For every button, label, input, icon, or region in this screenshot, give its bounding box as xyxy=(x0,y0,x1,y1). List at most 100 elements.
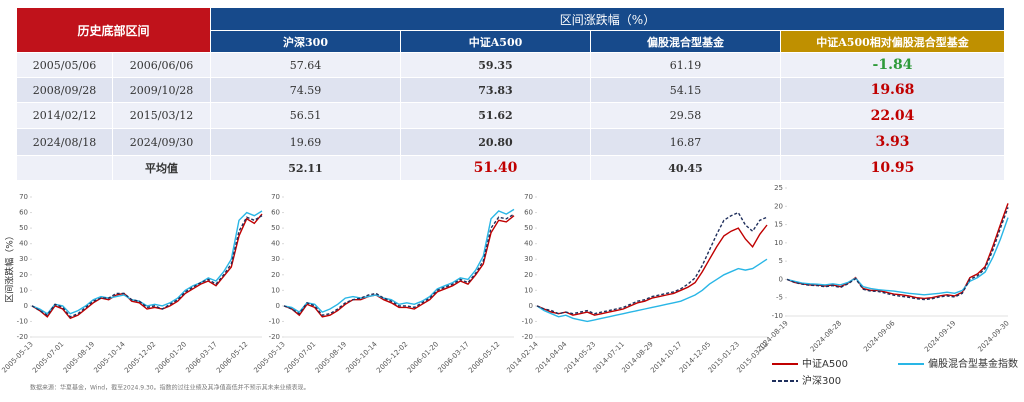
y-tick-label: -10 xyxy=(772,312,783,320)
line-series xyxy=(31,215,263,318)
x-tick-label: 2006-05-12 xyxy=(467,340,501,374)
y-tick-label: -10 xyxy=(17,317,28,325)
y-tick-label: 50 xyxy=(524,224,533,232)
line-series xyxy=(786,217,1009,296)
average-cell: 51.40 xyxy=(400,155,591,181)
y-tick-label: 25 xyxy=(774,184,783,192)
table-row: 历史底部区间 区间涨跌幅（%） xyxy=(16,7,1005,53)
y-tick-label: -5 xyxy=(776,294,783,302)
x-tick-label: 2006-03-17 xyxy=(184,340,218,374)
column-header: 偏股混合型基金 xyxy=(590,30,781,53)
table-cell: 2008/09/28 xyxy=(16,77,113,103)
table-cell: 19.68 xyxy=(780,77,1005,103)
line-series xyxy=(31,210,263,315)
x-tick-label: 2005-12-02 xyxy=(123,340,157,374)
table-cell: -1.84 xyxy=(780,52,1005,78)
table-row: 沪深300 中证A500 偏股混合型基金 中证A500相对偏股混合型基金 xyxy=(17,30,1005,53)
x-tick-label: 2006-01-20 xyxy=(406,340,440,374)
source-note: 数据来源：华夏基金，Wind，截至2024.9.30。指数的过往业绩及其净值高低… xyxy=(30,384,310,392)
table-cell: 59.35 xyxy=(400,52,591,78)
header-cell: 历史底部区间 xyxy=(16,7,211,53)
table-row: 2014/02/12 2015/03/12 56.51 51.62 29.58 22.04 xyxy=(16,102,1005,129)
table-cell: 56.51 xyxy=(210,102,401,129)
line-series xyxy=(283,208,515,314)
y-tick-label: 20 xyxy=(524,271,533,279)
chart: -10 -5 0 5 10 15 20 25 2024-08-19 2024-08-28 2024-… xyxy=(755,184,1010,354)
table-row: 平均值 52.11 51.40 40.45 10.95 xyxy=(16,155,1005,181)
average-label: 平均值 xyxy=(112,155,211,181)
table-cell: 61.19 xyxy=(590,52,781,78)
table-row: 2008/09/28 2009/10/28 74.59 73.83 54.15 19.68 xyxy=(16,77,1005,103)
x-tick-label: 2024-08-28 xyxy=(809,319,843,353)
column-header: 中证A500 xyxy=(400,30,591,53)
table-cell: 51.62 xyxy=(400,102,591,129)
y-tick-label: 40 xyxy=(271,240,280,248)
y-tick-label: 60 xyxy=(271,209,280,217)
x-tick-label: 2005-10-14 xyxy=(92,340,127,375)
header-cell: 区间涨跌幅（%） xyxy=(210,7,1005,31)
line-series xyxy=(536,258,768,323)
table: 历史底部区间 区间涨跌幅（%） 沪深300 中证A500 偏股混合型基金 中证A500相对… xyxy=(16,7,1005,181)
x-tick-label: 2005-05-13 xyxy=(252,340,286,374)
chart: -20-100102030405060702014-02-142014-04-0… xyxy=(505,193,769,375)
y-tick-label: 20 xyxy=(271,271,280,279)
chart: -20 -10 0 10 20 30 40 50 60 70 2005-05-132005-07-0… xyxy=(252,193,515,375)
table-cell: 22.04 xyxy=(780,102,1005,129)
x-tick-label: 2006-03-17 xyxy=(436,340,470,374)
legend-label: 沪深300 xyxy=(802,374,841,387)
y-axis-label: 区间涨跌幅（%） xyxy=(4,231,16,303)
table-cell: 20.80 xyxy=(400,128,591,156)
y-tick-label: 50 xyxy=(271,224,280,232)
line-series xyxy=(786,207,1009,301)
y-tick-label: -20 xyxy=(522,333,533,341)
chart: -20-10010203040506070区间涨跌幅（%）2005-05-132… xyxy=(0,193,263,375)
table-cell xyxy=(16,155,113,181)
table-row: 2024/08/18 2024/09/30 19.69 20.80 16.87 3.93 xyxy=(16,128,1005,156)
y-tick-label: 40 xyxy=(524,240,533,248)
x-tick-label: 2006-05-12 xyxy=(215,340,249,374)
x-tick-label: 2024-08-19 xyxy=(755,319,789,353)
line-series xyxy=(283,213,515,316)
y-tick-label: 15 xyxy=(774,221,783,229)
y-tick-label: 10 xyxy=(524,286,533,294)
y-tick-label: 30 xyxy=(524,255,533,263)
x-tick-label: 2024-09-19 xyxy=(923,319,957,353)
y-tick-label: 20 xyxy=(19,271,28,279)
legend-label: 偏股混合型基金指数 xyxy=(928,357,1018,370)
table-cell: 16.87 xyxy=(590,128,781,156)
table-cell: 2006/06/06 xyxy=(112,52,211,78)
x-tick-label: 2005-05-13 xyxy=(0,340,34,374)
line-series xyxy=(536,224,768,316)
average-cell: 10.95 xyxy=(780,155,1005,181)
line-series xyxy=(536,211,768,315)
y-tick-label: 0 xyxy=(529,302,533,310)
y-tick-label: 40 xyxy=(19,240,28,248)
y-tick-label: 10 xyxy=(774,239,783,247)
y-tick-label: -20 xyxy=(269,333,280,341)
table-cell: 2024/08/18 xyxy=(16,128,113,156)
x-tick-label: 2024-09-30 xyxy=(976,319,1010,353)
legend-label: 中证A500 xyxy=(802,357,848,370)
y-tick-label: 20 xyxy=(774,202,783,210)
y-tick-label: 0 xyxy=(24,302,28,310)
y-tick-label: -20 xyxy=(17,333,28,341)
table-row: 2005/05/06 2006/06/06 57.64 59.35 61.19 -1.84 xyxy=(16,52,1005,78)
x-tick-label: 2005-10-14 xyxy=(344,340,379,375)
average-cell: 52.11 xyxy=(210,155,401,181)
table-cell: 3.93 xyxy=(780,128,1005,156)
table-cell: 74.59 xyxy=(210,77,401,103)
y-tick-label: -10 xyxy=(522,317,533,325)
y-tick-label: 50 xyxy=(19,224,28,232)
x-tick-label: 2005-12-02 xyxy=(375,340,409,374)
y-tick-label: 70 xyxy=(271,193,280,201)
y-tick-label: 0 xyxy=(276,302,280,310)
column-header: 沪深300 xyxy=(210,30,401,53)
x-tick-label: 2005-07-01 xyxy=(283,340,317,374)
y-tick-label: 10 xyxy=(271,286,280,294)
table-cell: 2005/05/06 xyxy=(16,52,113,78)
y-tick-label: 70 xyxy=(524,193,533,201)
table-cell: 2014/02/12 xyxy=(16,102,113,129)
x-tick-label: 2005-08-19 xyxy=(62,340,96,374)
x-tick-label: 2024-09-06 xyxy=(862,319,897,354)
